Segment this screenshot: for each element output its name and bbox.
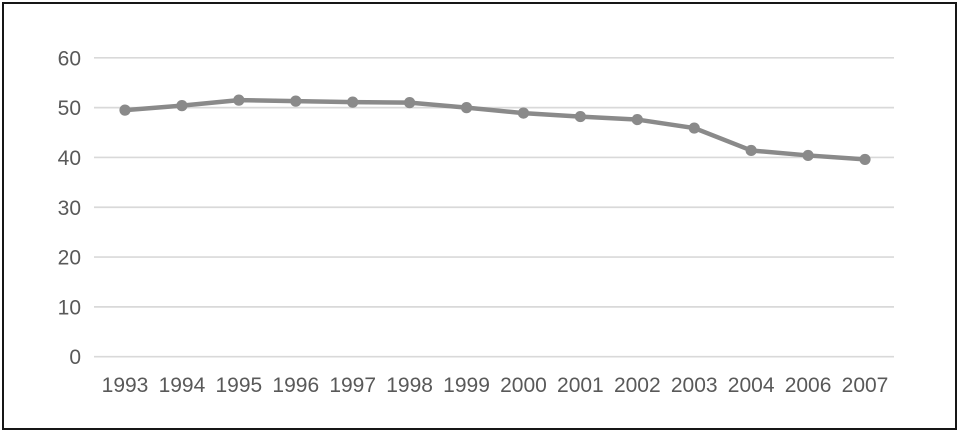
data-series-group (119, 94, 871, 166)
data-point-marker (631, 113, 643, 126)
data-point-marker (460, 102, 473, 114)
gridlines-group (94, 56, 894, 358)
data-point-marker (745, 144, 757, 157)
data-point-marker (688, 122, 700, 134)
y-axis-labels-group: 0 10 20 30 40 50 60 (58, 47, 81, 369)
data-point-marker (574, 110, 586, 123)
x-axis-tick-label: 2007 (842, 374, 889, 397)
data-point-marker (119, 104, 131, 116)
x-axis-tick-label: 1995 (215, 374, 262, 397)
data-point-marker (859, 153, 871, 166)
data-point-marker (290, 95, 302, 107)
x-axis-tick-label: 2004 (728, 374, 775, 397)
y-axis-tick-label: 0 (69, 346, 81, 369)
data-point-marker (802, 149, 814, 162)
data-point-marker (233, 94, 245, 106)
y-axis-tick-label: 60 (58, 47, 81, 70)
x-axis-tick-label: 1996 (272, 374, 319, 397)
x-axis-tick-label: 2000 (500, 374, 547, 397)
chart-frame: 0 10 20 30 40 50 60 1993 1994 1995 1996 1997 1998 19… (2, 2, 957, 430)
x-axis-tick-label: 1997 (329, 374, 376, 397)
y-axis-tick-label: 40 (58, 147, 81, 170)
x-axis-tick-label: 1993 (102, 374, 149, 397)
data-point-marker (404, 97, 416, 109)
x-axis-tick-label: 1999 (443, 374, 490, 397)
data-point-marker (347, 96, 359, 108)
x-axis-labels-group: 1993 1994 1995 1996 1997 1998 1999 2000 2001 2002… (102, 374, 889, 397)
x-axis-tick-label: 1998 (386, 374, 433, 397)
y-axis-tick-label: 10 (58, 296, 81, 319)
x-axis-tick-label: 2003 (671, 374, 718, 397)
x-axis-tick-label: 1994 (159, 374, 206, 397)
y-axis-tick-label: 20 (58, 247, 81, 270)
trend-line (122, 97, 868, 162)
x-axis-tick-label: 2001 (557, 374, 604, 397)
data-point-marker (176, 100, 188, 112)
y-axis-tick-label: 50 (58, 97, 81, 120)
data-point-marker (517, 107, 530, 119)
y-axis-tick-label: 30 (58, 197, 81, 220)
x-axis-tick-label: 2006 (785, 374, 832, 397)
x-axis-tick-label: 2002 (614, 374, 661, 397)
